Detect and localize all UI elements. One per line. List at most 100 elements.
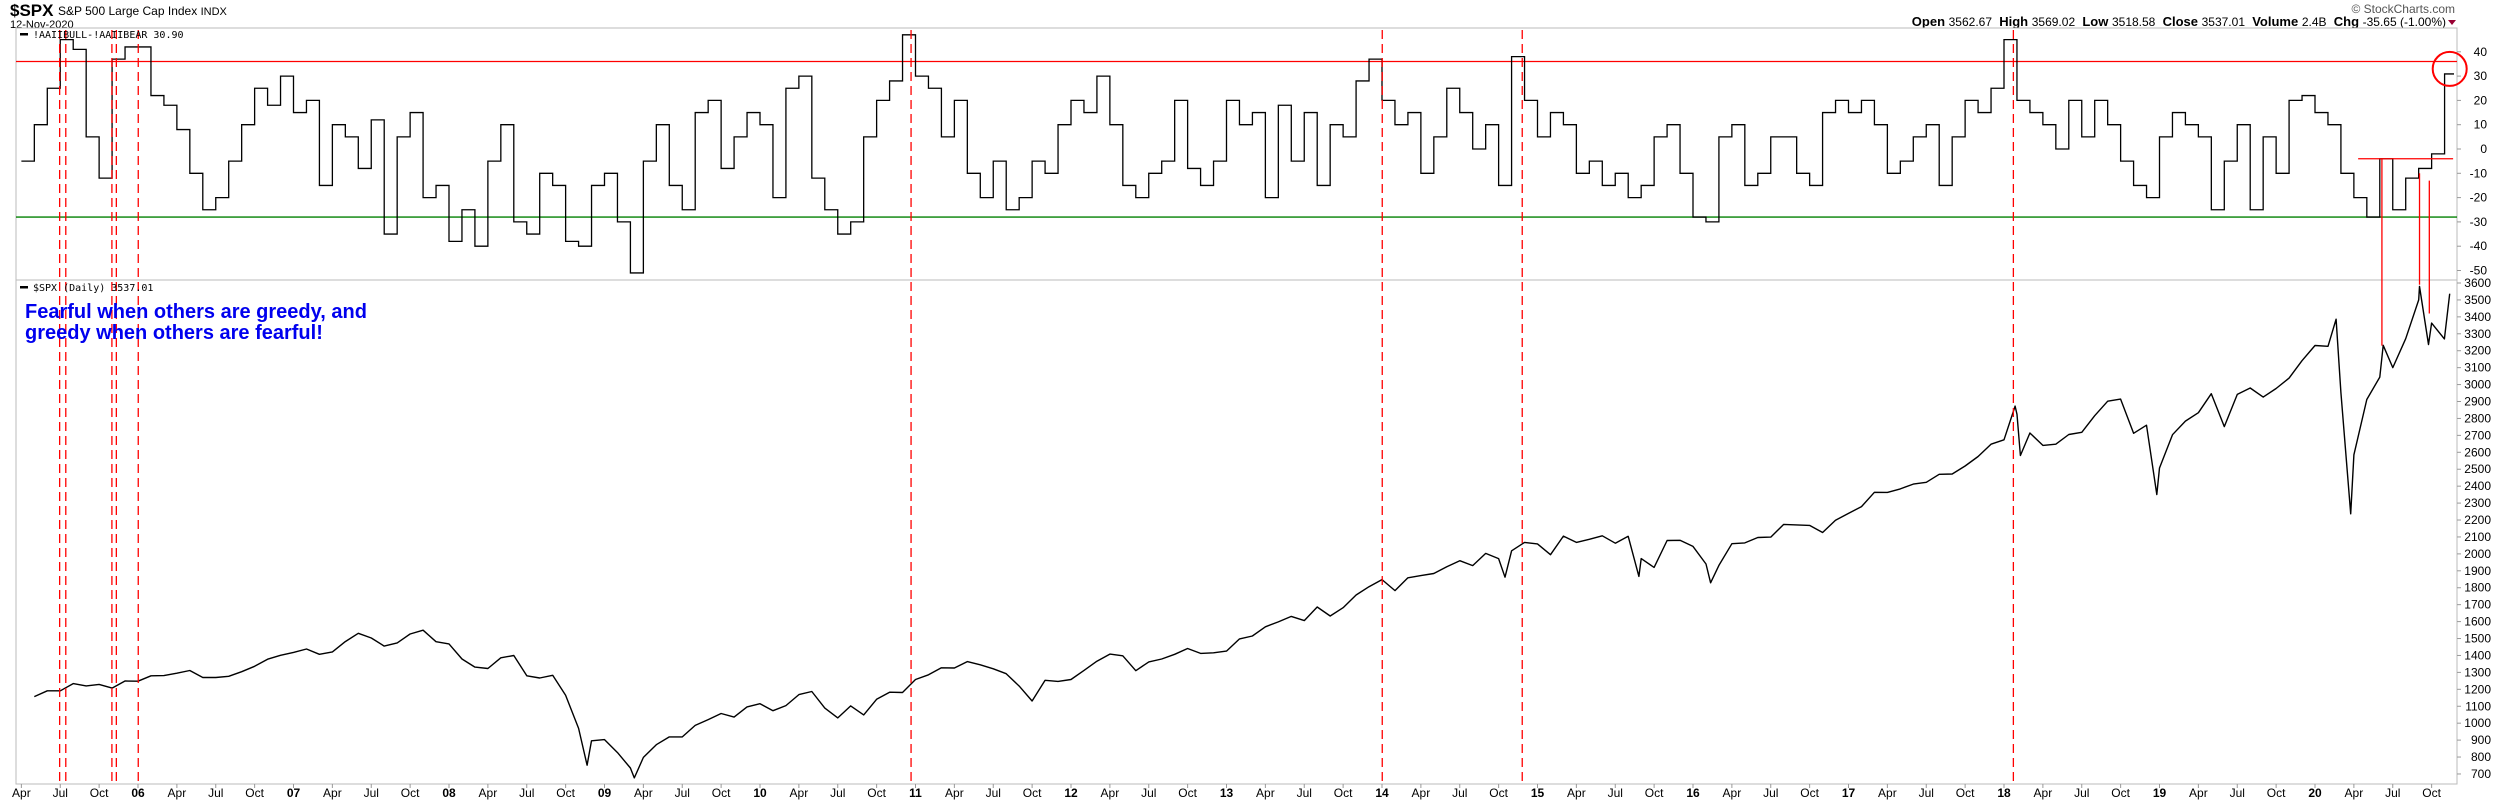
quote-label: High — [1992, 14, 2032, 29]
y-tick-label-upper: 40 — [2474, 45, 2488, 59]
x-tick-label: Jul — [53, 786, 68, 800]
x-tick-label: Apr — [1723, 786, 1742, 800]
x-tick-label: Apr — [1878, 786, 1897, 800]
x-tick-label: Apr — [479, 786, 498, 800]
annotation-line-2: greedy when others are fearful! — [25, 322, 323, 344]
x-tick-label: Oct — [1023, 786, 1042, 800]
y-tick-label-upper: 0 — [2480, 142, 2487, 156]
x-tick-label: Jul — [1297, 786, 1312, 800]
x-tick-label: 20 — [2308, 786, 2322, 800]
x-tick-label: 07 — [287, 786, 301, 800]
quote-value: 3518.58 — [2112, 15, 2156, 29]
copyright: © StockCharts.com — [2351, 2, 2455, 16]
down-triangle-icon — [2448, 20, 2456, 25]
y-tick-label-lower: 1200 — [2464, 682, 2491, 696]
x-tick-label: Oct — [1800, 786, 1819, 800]
y-tick-label-upper: -20 — [2470, 191, 2488, 205]
y-tick-label-lower: 3000 — [2464, 378, 2491, 392]
x-tick-label: 19 — [2153, 786, 2167, 800]
x-tick-label: Jul — [986, 786, 1001, 800]
legend-swatch-sentiment — [20, 33, 28, 36]
x-tick-label: Oct — [1489, 786, 1508, 800]
y-tick-label-lower: 3500 — [2464, 293, 2491, 307]
y-tick-label-upper: 30 — [2474, 69, 2488, 83]
y-tick-label-upper: 20 — [2474, 93, 2488, 107]
x-tick-label: Oct — [1956, 786, 1975, 800]
x-tick-label: Jul — [1608, 786, 1623, 800]
y-tick-label-upper: -40 — [2470, 239, 2488, 253]
x-tick-label: Jul — [675, 786, 690, 800]
x-tick-label: 14 — [1375, 786, 1389, 800]
x-tick-label: Apr — [1101, 786, 1120, 800]
exchange: INDX — [201, 6, 228, 18]
x-tick-label: Oct — [90, 786, 109, 800]
y-tick-label-lower: 1400 — [2464, 648, 2491, 662]
y-tick-label-lower: 2400 — [2464, 479, 2491, 493]
x-tick-label: 13 — [1220, 786, 1234, 800]
y-tick-label-lower: 900 — [2471, 733, 2491, 747]
y-tick-label-lower: 1600 — [2464, 615, 2491, 629]
x-tick-label: 11 — [909, 786, 922, 800]
y-tick-label-lower: 2200 — [2464, 513, 2491, 527]
x-tick-label: 17 — [1842, 786, 1856, 800]
x-tick-label: 06 — [131, 786, 145, 800]
x-tick-label: Oct — [712, 786, 731, 800]
x-tick-label: Apr — [12, 786, 31, 800]
x-tick-label: Apr — [323, 786, 342, 800]
y-tick-label-lower: 800 — [2471, 750, 2491, 764]
x-tick-label: Oct — [1645, 786, 1664, 800]
x-tick-label: Jul — [519, 786, 534, 800]
x-tick-label: Jul — [2074, 786, 2089, 800]
x-tick-label: Apr — [634, 786, 653, 800]
highlight-circle — [2431, 50, 2468, 87]
x-tick-label: Oct — [2267, 786, 2286, 800]
y-tick-label-lower: 3200 — [2464, 344, 2491, 358]
quote-label: Volume — [2245, 14, 2302, 29]
x-tick-label: Apr — [168, 786, 187, 800]
y-tick-label-lower: 1700 — [2464, 598, 2491, 612]
y-tick-label-lower: 1500 — [2464, 632, 2491, 646]
y-tick-label-lower: 2300 — [2464, 496, 2491, 510]
x-tick-label: Apr — [2189, 786, 2208, 800]
quote-value: 2.4B — [2302, 15, 2327, 29]
y-tick-label-lower: 1800 — [2464, 581, 2491, 595]
x-tick-label: Apr — [2345, 786, 2364, 800]
quote-value: 3569.02 — [2032, 15, 2076, 29]
x-tick-label: 10 — [753, 786, 767, 800]
lower-panel — [15, 279, 2458, 785]
y-tick-label-lower: 3300 — [2464, 327, 2491, 341]
x-tick-label: Apr — [2034, 786, 2053, 800]
y-tick-label-lower: 2700 — [2464, 428, 2491, 442]
x-tick-label: Jul — [208, 786, 223, 800]
x-tick-label: Oct — [2111, 786, 2130, 800]
x-tick-label: 15 — [1531, 786, 1545, 800]
y-tick-label-lower: 2800 — [2464, 411, 2491, 425]
annotation-lines — [58, 30, 2454, 784]
x-tick-label: Jul — [830, 786, 845, 800]
y-tick-label-lower: 2900 — [2464, 395, 2491, 409]
y-tick-label-lower: 3400 — [2464, 310, 2491, 324]
quote-value: 3562.67 — [1949, 15, 1993, 29]
x-tick-label: Oct — [2422, 786, 2441, 800]
quote-label: Close — [2155, 14, 2201, 29]
x-tick-label: 12 — [1064, 786, 1078, 800]
x-tick-label: Apr — [790, 786, 809, 800]
y-tick-label-lower: 1300 — [2464, 665, 2491, 679]
y-tick-label-lower: 1900 — [2464, 564, 2491, 578]
quote-bar: Open 3562.67 High 3569.02 Low 3518.58 Cl… — [1912, 14, 2446, 29]
spx-plot — [34, 285, 2451, 779]
x-tick-label: Jul — [364, 786, 379, 800]
y-tick-label-lower: 2500 — [2464, 462, 2491, 476]
y-tick-label-upper: -30 — [2470, 215, 2488, 229]
legend-swatch-spx — [20, 286, 28, 289]
x-tick-label: Oct — [245, 786, 264, 800]
quote-value: -35.65 (-1.00%) — [2363, 15, 2446, 29]
index-name-text: S&P 500 Large Cap Index — [58, 4, 197, 18]
x-tick-label: Jul — [1919, 786, 1934, 800]
x-tick-label: Jul — [1763, 786, 1778, 800]
x-tick-label: 16 — [1686, 786, 1700, 800]
sentiment-series-line — [21, 34, 2454, 274]
x-tick-label: Jul — [2230, 786, 2245, 800]
